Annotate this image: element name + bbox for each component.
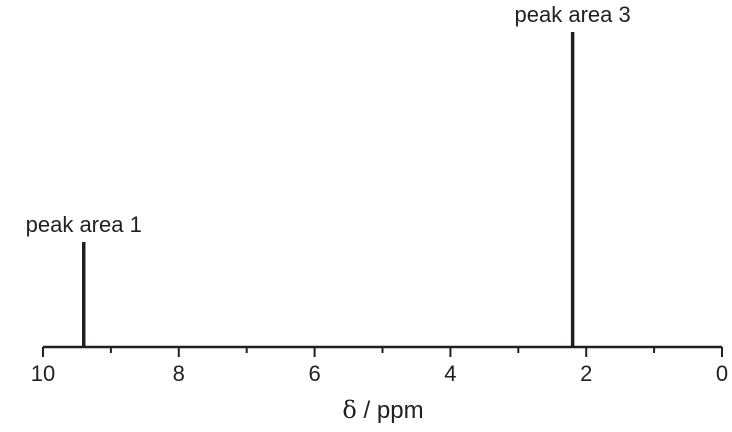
x-axis-label-symbol: δ	[342, 396, 356, 424]
x-tick-label-2: 2	[580, 361, 592, 386]
x-axis-tick-labels: 10 8 6 4 2 0	[31, 361, 728, 386]
x-tick-label-6: 6	[308, 361, 320, 386]
x-tick-label-10: 10	[31, 361, 55, 386]
peak-label-2: peak area 3	[515, 2, 631, 27]
x-tick-label-8: 8	[173, 361, 185, 386]
x-axis-label-unit: ppm	[377, 397, 424, 424]
peaks-layer	[81, 32, 575, 347]
x-axis-label-separator: /	[364, 397, 371, 424]
x-axis-label: δ / ppm	[342, 396, 423, 424]
peak-label-1: peak area 1	[26, 212, 142, 237]
peak-labels-layer: peak area 1 peak area 3	[26, 2, 631, 237]
x-axis-ticks	[42, 347, 723, 357]
x-tick-label-0: 0	[716, 361, 728, 386]
x-tick-label-4: 4	[444, 361, 456, 386]
